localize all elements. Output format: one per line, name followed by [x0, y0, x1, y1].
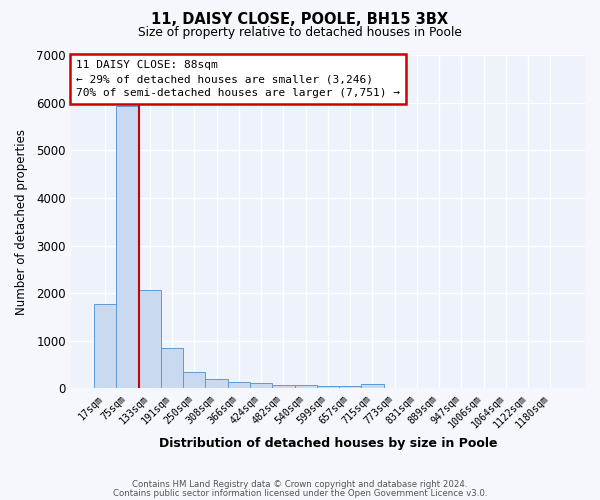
Bar	[183, 372, 205, 388]
Text: 11, DAISY CLOSE, POOLE, BH15 3BX: 11, DAISY CLOSE, POOLE, BH15 3BX	[151, 12, 449, 28]
Text: 11 DAISY CLOSE: 88sqm
← 29% of detached houses are smaller (3,246)
70% of semi-d: 11 DAISY CLOSE: 88sqm ← 29% of detached …	[76, 60, 400, 98]
Bar	[250, 383, 272, 388]
Bar	[94, 304, 116, 388]
Bar	[116, 106, 139, 388]
Bar	[295, 386, 317, 388]
Text: Contains HM Land Registry data © Crown copyright and database right 2024.: Contains HM Land Registry data © Crown c…	[132, 480, 468, 489]
Bar	[361, 384, 383, 388]
Bar	[228, 382, 250, 388]
Y-axis label: Number of detached properties: Number of detached properties	[15, 128, 28, 314]
Bar	[161, 348, 183, 389]
Bar	[339, 386, 361, 388]
Text: Contains public sector information licensed under the Open Government Licence v3: Contains public sector information licen…	[113, 488, 487, 498]
Bar	[205, 379, 228, 388]
Bar	[139, 290, 161, 388]
X-axis label: Distribution of detached houses by size in Poole: Distribution of detached houses by size …	[158, 437, 497, 450]
Text: Size of property relative to detached houses in Poole: Size of property relative to detached ho…	[138, 26, 462, 39]
Bar	[317, 386, 339, 388]
Bar	[272, 385, 295, 388]
